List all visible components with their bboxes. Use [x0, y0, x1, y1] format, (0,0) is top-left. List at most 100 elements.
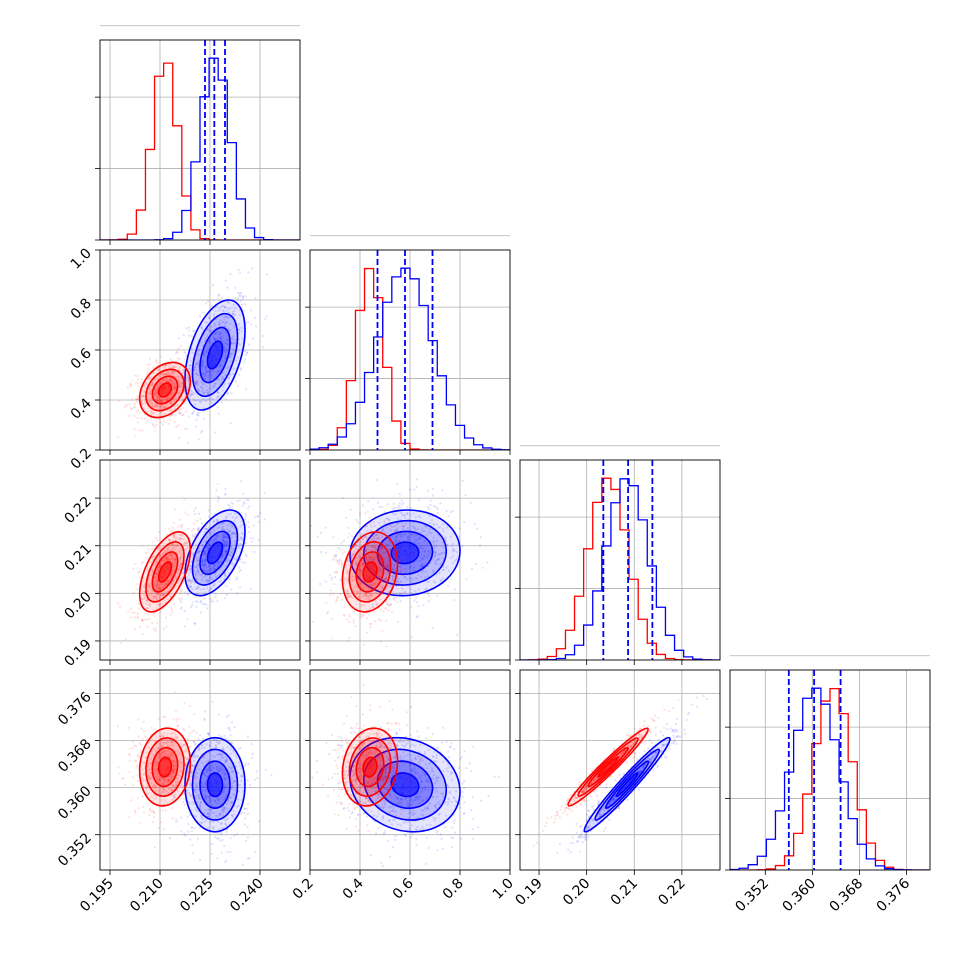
- sample-point: [181, 783, 184, 786]
- sample-point: [118, 605, 122, 608]
- sample-point: [361, 564, 364, 568]
- sample-point: [204, 558, 207, 561]
- sample-point: [153, 378, 157, 381]
- sample-point: [155, 597, 159, 600]
- sample-point: [234, 517, 237, 520]
- sample-point: [246, 857, 250, 860]
- sample-point: [162, 627, 166, 630]
- sample-point: [360, 581, 363, 584]
- sample-point: [235, 765, 238, 768]
- sample-point: [142, 394, 145, 398]
- sample-point: [216, 394, 220, 398]
- sample-point: [399, 534, 402, 537]
- sample-point: [388, 518, 391, 521]
- sample-point: [211, 842, 214, 845]
- sample-point: [165, 550, 168, 553]
- sample-point: [204, 782, 207, 785]
- sample-point: [157, 530, 160, 533]
- sample-point: [195, 565, 198, 568]
- sample-point: [398, 564, 402, 568]
- sample-point: [137, 753, 140, 756]
- sample-point: [432, 540, 435, 543]
- sample-point: [375, 591, 378, 594]
- sample-point: [238, 373, 241, 376]
- sample-point: [384, 536, 387, 540]
- sample-point: [205, 369, 208, 372]
- sample-point: [149, 585, 152, 589]
- sample-point: [189, 781, 192, 784]
- sample-point: [150, 401, 153, 404]
- sample-point: [152, 594, 155, 598]
- sample-point: [358, 556, 361, 559]
- sample-point: [165, 380, 168, 383]
- sample-point: [147, 401, 151, 404]
- sample-point: [346, 559, 349, 562]
- sample-point: [153, 815, 156, 819]
- sample-point: [179, 599, 182, 602]
- sample-point: [123, 406, 126, 409]
- sample-point: [452, 554, 455, 557]
- sample-point: [228, 329, 232, 332]
- sample-point: [230, 782, 233, 785]
- sample-point: [173, 366, 176, 370]
- sample-point: [254, 851, 257, 854]
- sample-point: [369, 594, 373, 597]
- sample-point: [203, 717, 206, 721]
- sample-point: [187, 770, 190, 773]
- sample-point: [171, 369, 174, 373]
- sample-point: [149, 399, 152, 402]
- sample-point: [193, 622, 196, 625]
- sample-point: [379, 570, 382, 573]
- sample-point: [381, 552, 384, 555]
- sample-point: [152, 372, 155, 375]
- sample-point: [141, 619, 144, 622]
- sample-point: [360, 582, 363, 585]
- sample-point: [225, 354, 228, 357]
- sample-point: [218, 377, 221, 381]
- sample-point: [174, 397, 178, 400]
- sample-point: [174, 577, 177, 580]
- sample-point: [168, 401, 171, 405]
- sample-point: [184, 352, 187, 355]
- sample-point: [159, 779, 163, 782]
- sample-point: [342, 613, 345, 616]
- sample-point: [183, 771, 186, 774]
- sample-point: [179, 411, 182, 414]
- sample-point: [229, 767, 232, 770]
- sample-point: [446, 543, 449, 547]
- sample-point: [166, 579, 170, 582]
- sample-point: [204, 524, 207, 527]
- sample-point: [177, 525, 180, 528]
- sample-point: [393, 524, 396, 528]
- sample-point: [174, 575, 177, 578]
- sample-point: [399, 547, 403, 550]
- sample-point: [204, 371, 207, 375]
- sample-point: [220, 394, 223, 397]
- sample-point: [378, 558, 381, 561]
- sample-point: [203, 569, 206, 572]
- sample-point: [192, 852, 195, 855]
- sample-point: [176, 376, 179, 379]
- sample-point: [172, 542, 175, 546]
- sample-point: [136, 395, 139, 398]
- sample-point: [374, 600, 377, 603]
- sample-point: [361, 562, 364, 565]
- sample-point: [187, 326, 191, 329]
- sample-point: [226, 528, 229, 531]
- sample-point: [367, 539, 370, 542]
- contour-line: [199, 326, 231, 384]
- sample-point: [365, 549, 368, 552]
- sample-point: [402, 525, 405, 528]
- sample-point: [345, 570, 349, 574]
- sample-point: [194, 512, 197, 516]
- sample-point: [427, 600, 430, 603]
- sample-point: [249, 536, 252, 540]
- sample-point: [217, 799, 220, 802]
- sample-point: [205, 547, 208, 550]
- sample-point: [178, 375, 181, 378]
- sample-point: [192, 398, 195, 401]
- sample-point: [378, 575, 381, 578]
- sample-point: [140, 619, 144, 622]
- sample-point: [401, 574, 404, 577]
- sample-point: [197, 748, 200, 751]
